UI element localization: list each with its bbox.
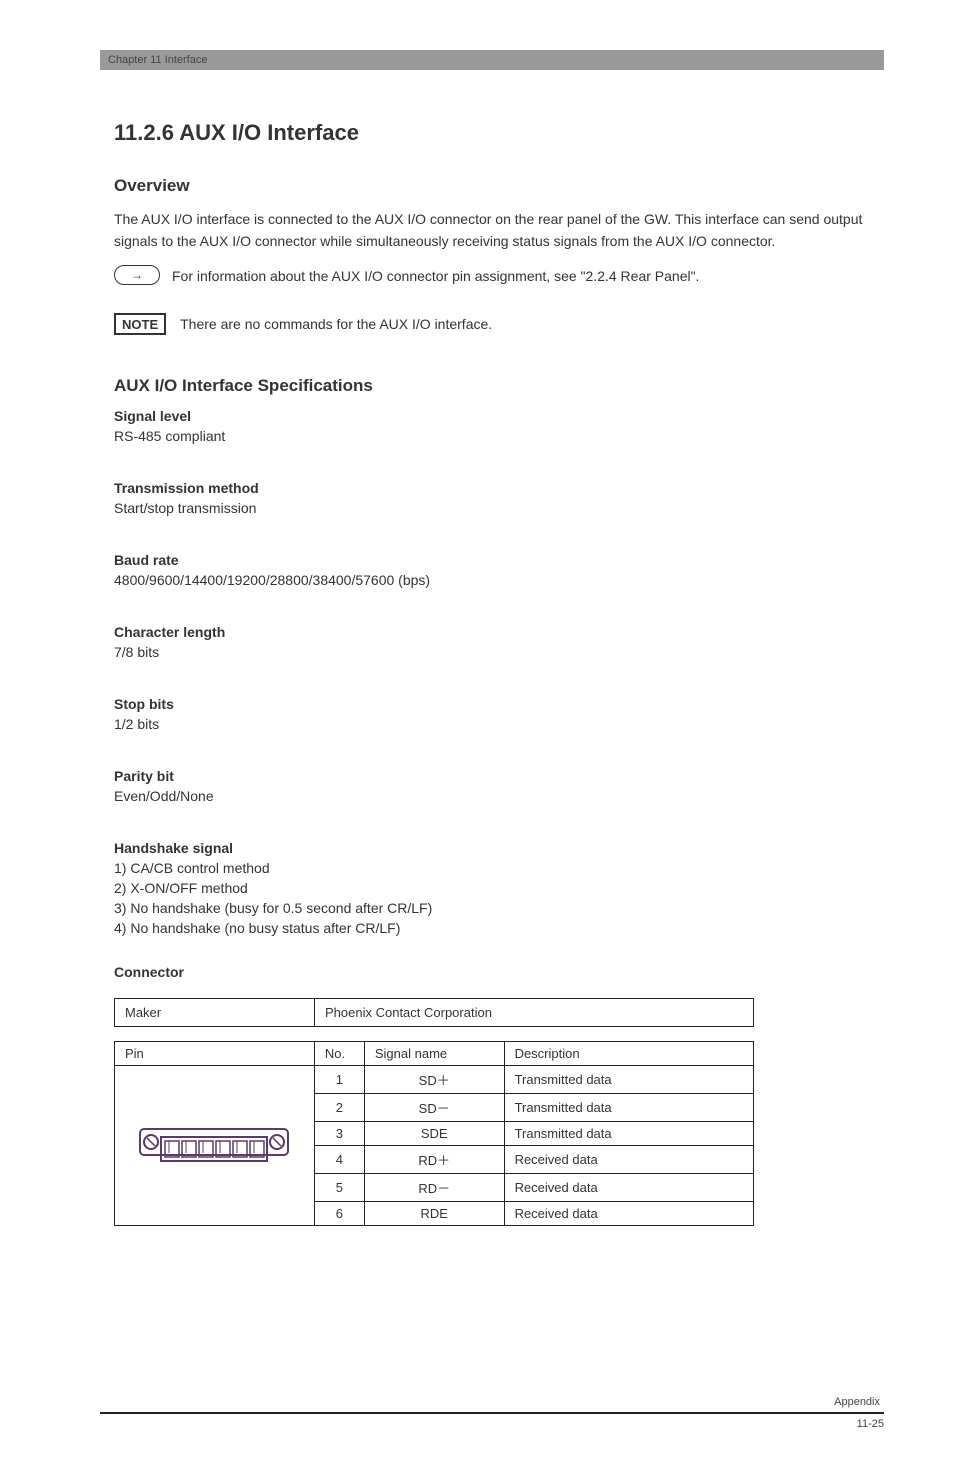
- spec-chrlen-value: 7/8 bits: [114, 644, 884, 660]
- pin-col-header: Pin: [115, 1041, 315, 1065]
- pin-signal: SD＋: [364, 1065, 504, 1093]
- chapter-ref: Chapter 11 Interface: [108, 54, 207, 66]
- spec-parity-label: Parity bit: [114, 768, 884, 784]
- sig-col-header: Signal name: [364, 1041, 504, 1065]
- spec-chrlen-label: Character length: [114, 624, 884, 640]
- section-number: 11.2.6: [114, 120, 174, 145]
- pin-num: 4: [314, 1145, 364, 1173]
- table-row: 1 SD＋ Transmitted data: [115, 1065, 754, 1093]
- num-col-header: No.: [314, 1041, 364, 1065]
- pin-num: 6: [314, 1201, 364, 1225]
- chapter-header-bar: Chapter 11 Interface: [100, 50, 884, 70]
- overview-subhead: Overview: [100, 176, 884, 196]
- spec-subhead: AUX I/O Interface Specifications: [100, 376, 884, 396]
- spec-stop-value: 1/2 bits: [114, 716, 884, 732]
- section-title: AUX I/O Interface: [179, 120, 359, 145]
- pin-desc: Received data: [504, 1173, 753, 1201]
- pin-desc: Received data: [504, 1145, 753, 1173]
- spec-connector-label: Connector: [100, 964, 884, 980]
- connector-icon: [139, 1123, 289, 1167]
- spec-signal: Signal level RS-485 compliant: [100, 408, 884, 444]
- note-row: NOTE There are no commands for the AUX I…: [100, 313, 884, 335]
- note-tag: NOTE: [114, 313, 166, 335]
- connector-diagram-cell: [115, 1065, 315, 1225]
- connector-maker-table: Maker Phoenix Contact Corporation: [114, 998, 754, 1027]
- pin-desc: Transmitted data: [504, 1093, 753, 1121]
- ref-text: For information about the AUX I/O connec…: [172, 265, 699, 287]
- spec-parity-value: Even/Odd/None: [114, 788, 884, 804]
- spec-baud-label: Baud rate: [114, 552, 884, 568]
- appendix-label: Appendix: [100, 1396, 884, 1408]
- section-heading: 11.2.6 AUX I/O Interface: [100, 120, 884, 146]
- spec-parity: Parity bit Even/Odd/None: [100, 768, 884, 804]
- pin-desc: Received data: [504, 1201, 753, 1225]
- ref-row: → For information about the AUX I/O conn…: [100, 265, 884, 287]
- connector-pin-table: Pin No. Signal name Description: [114, 1041, 754, 1226]
- spec-handshake-label: Handshake signal: [114, 840, 884, 856]
- pin-num: 1: [314, 1065, 364, 1093]
- spec-signal-value: RS-485 compliant: [114, 428, 884, 444]
- pin-desc: Transmitted data: [504, 1065, 753, 1093]
- spec-handshake-v4: 4) No handshake (no busy status after CR…: [114, 920, 884, 936]
- spec-tx-value: Start/stop transmission: [114, 500, 884, 516]
- spec-baud: Baud rate 4800/9600/14400/19200/28800/38…: [100, 552, 884, 588]
- overview-body: The AUX I/O interface is connected to th…: [100, 208, 884, 253]
- pin-desc: Transmitted data: [504, 1121, 753, 1145]
- spec-handshake-v3: 3) No handshake (busy for 0.5 second aft…: [114, 900, 884, 916]
- note-text: There are no commands for the AUX I/O in…: [180, 313, 492, 335]
- maker-label: Maker: [115, 998, 315, 1026]
- desc-col-header: Description: [504, 1041, 753, 1065]
- pin-signal: RD－: [364, 1173, 504, 1201]
- footer-divider: [100, 1412, 884, 1414]
- spec-handshake-v2: 2) X-ON/OFF method: [114, 880, 884, 896]
- spec-stop: Stop bits 1/2 bits: [100, 696, 884, 732]
- pin-signal: RD＋: [364, 1145, 504, 1173]
- ref-arrow-icon: →: [114, 265, 160, 285]
- page-number: 11-25: [100, 1418, 884, 1430]
- spec-tx-label: Transmission method: [114, 480, 884, 496]
- pin-num: 2: [314, 1093, 364, 1121]
- pin-num: 3: [314, 1121, 364, 1145]
- pin-signal: SD－: [364, 1093, 504, 1121]
- spec-handshake: Handshake signal 1) CA/CB control method…: [100, 840, 884, 936]
- spec-handshake-v1: 1) CA/CB control method: [114, 860, 884, 876]
- pin-num: 5: [314, 1173, 364, 1201]
- pin-signal: RDE: [364, 1201, 504, 1225]
- spec-signal-label: Signal level: [114, 408, 884, 424]
- spec-stop-label: Stop bits: [114, 696, 884, 712]
- maker-value: Phoenix Contact Corporation: [315, 998, 754, 1026]
- spec-baud-value: 4800/9600/14400/19200/28800/38400/57600 …: [114, 572, 884, 588]
- connector-heading: Connector: [114, 964, 884, 980]
- table-header-row: Pin No. Signal name Description: [115, 1041, 754, 1065]
- connector-tables: Maker Phoenix Contact Corporation Pin No…: [100, 998, 884, 1226]
- pin-signal: SDE: [364, 1121, 504, 1145]
- spec-tx: Transmission method Start/stop transmiss…: [100, 480, 884, 516]
- spec-chrlen: Character length 7/8 bits: [100, 624, 884, 660]
